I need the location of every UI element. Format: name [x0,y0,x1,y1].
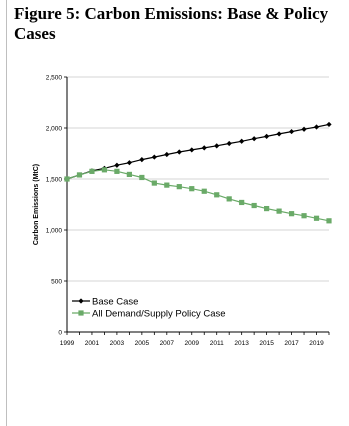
legend-marker-diamond [78,298,84,304]
policy-case-point [139,174,145,181]
policy-case-point [201,188,207,194]
policy-case-point [264,205,270,212]
y-tick-label: 2,500 [46,75,63,82]
base-case-point [251,136,257,142]
figure-title: Figure 5: Carbon Emissions: Base & Polic… [14,4,329,43]
x-tick-label: 2003 [110,340,125,347]
x-tick-label: 1999 [60,340,75,347]
series-line-policy-case [66,169,330,222]
x-tick-label: 2019 [309,340,324,347]
policy-case-point [239,199,245,206]
policy-case-point [189,186,195,192]
policy-case-point [301,213,307,219]
y-tick-label: 0 [58,330,62,337]
y-tick-label: 500 [51,279,62,286]
policy-case-point [164,182,170,188]
base-case-point [226,140,232,147]
page-left-rule [6,0,7,426]
y-tick-label: 1,000 [46,228,63,235]
base-case-point [176,149,182,155]
policy-case-point [151,180,157,186]
x-tick-label: 2001 [85,340,100,347]
base-case-point [326,121,332,128]
y-tick-label: 1,500 [46,177,63,184]
legend-label: All Demand/Supply Policy Case [92,308,226,319]
x-tick-label: 2005 [135,340,150,347]
policy-case-point [226,196,232,202]
x-tick-label: 2009 [185,340,200,347]
x-tick-label: 2011 [210,340,224,347]
legend-label: Base Case [92,296,138,307]
x-tick-label: 2017 [284,340,299,347]
x-tick-label: 2007 [160,340,175,347]
y-axis-title: Carbon Emissions (MtC) [33,164,40,245]
base-case-point [151,154,157,160]
series-line-base-case [66,123,330,180]
base-case-point [126,160,132,166]
policy-case-point [214,192,220,198]
base-case-point [114,162,120,168]
base-case-point [214,143,220,149]
policy-case-point [114,168,120,174]
base-case-point [201,145,207,151]
base-case-point [288,128,295,135]
x-tick-label: 2013 [234,340,249,347]
base-case-point [139,157,145,163]
policy-case-point [288,211,295,217]
base-case-point [164,151,170,158]
policy-case-point [101,167,108,173]
policy-case-point [76,172,83,178]
base-case-point [264,133,270,139]
policy-case-point [251,202,257,209]
policy-case-point [326,218,332,224]
base-case-point [301,126,307,132]
y-tick-label: 2,000 [46,126,63,133]
base-case-point [189,147,195,153]
base-case-point [276,131,282,137]
base-case-point [239,138,245,144]
policy-case-point [126,171,132,178]
legend-marker-square [78,310,84,316]
policy-case-point [89,168,95,174]
x-tick-label: 2015 [259,340,274,347]
policy-case-point [276,208,282,214]
policy-case-point [313,215,320,221]
policy-case-point [64,176,70,182]
policy-case-point [176,184,182,190]
base-case-point [313,124,320,130]
